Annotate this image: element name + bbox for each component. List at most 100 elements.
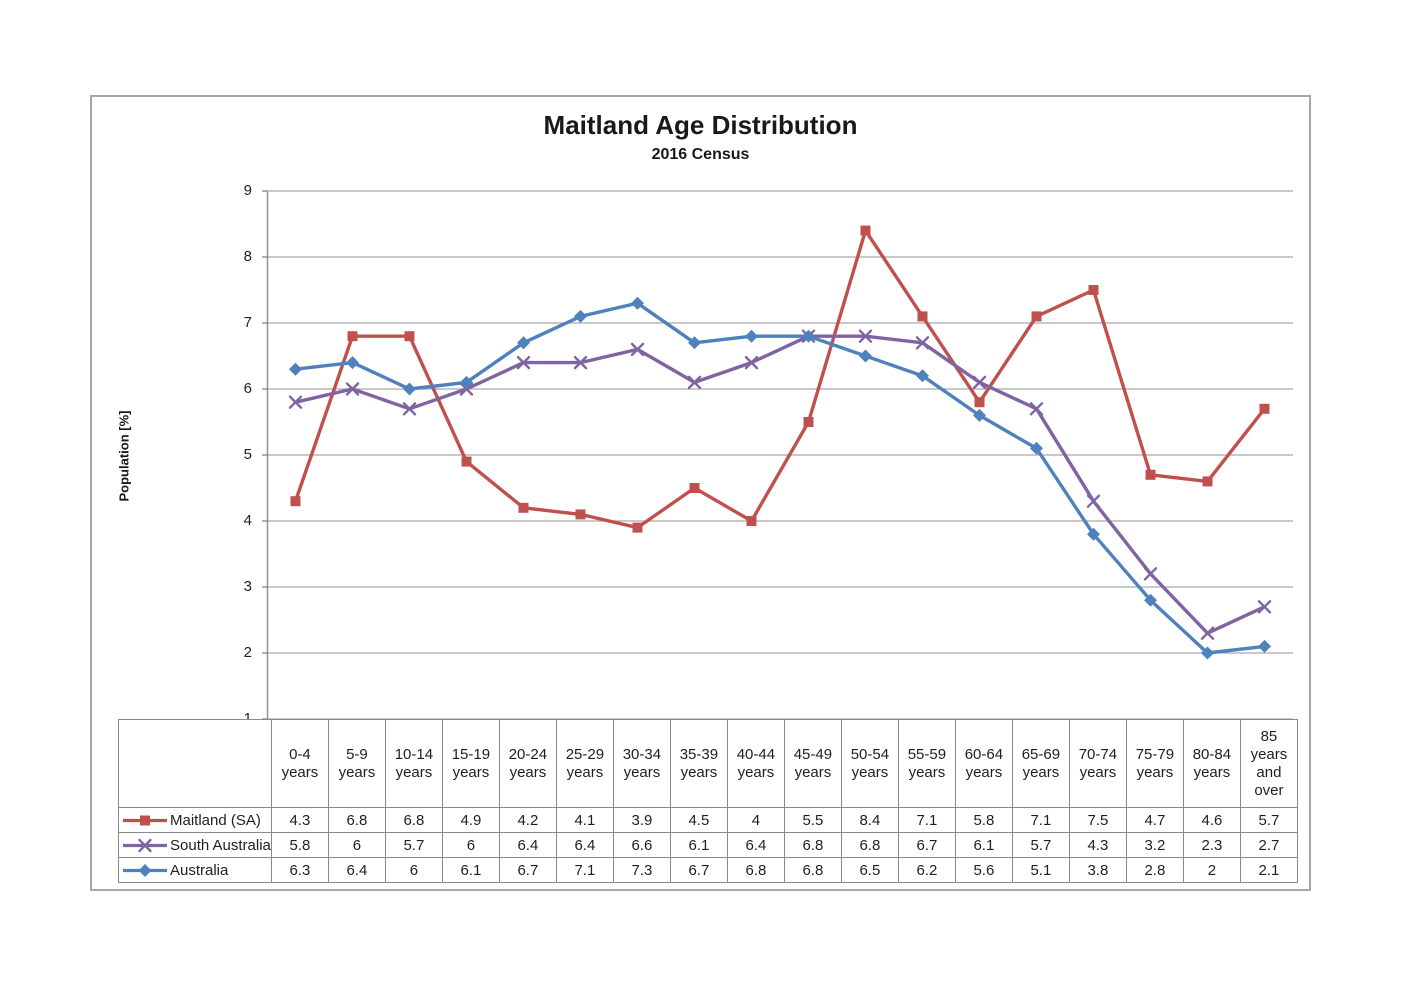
- value-cell: 4.9: [441, 807, 500, 833]
- legend-label: Australia: [170, 861, 229, 879]
- category-label-line: years: [1193, 763, 1231, 781]
- data-point-marker: [1144, 593, 1157, 607]
- value-cell: 6.7: [669, 857, 728, 883]
- data-point-marker: [138, 863, 152, 877]
- value-cell: 6: [327, 832, 386, 858]
- series-australia: [289, 296, 1271, 660]
- category-label-line: 55-59: [907, 745, 947, 763]
- value-cell: 6: [384, 857, 443, 883]
- category-header-cell: 60-64 years: [954, 719, 1013, 808]
- data-point-marker: [347, 331, 358, 342]
- data-table: 0-4 years 5-9 years 10-14 years 15-19 years 20-2…: [118, 719, 1298, 883]
- category-header-cell: 25-29 years: [555, 719, 614, 808]
- value-cell: 6.7: [498, 857, 557, 883]
- data-point-marker: [1030, 441, 1043, 455]
- table-corner-spacer: [118, 719, 272, 808]
- data-point-marker: [1087, 527, 1100, 541]
- category-header-cell: 10-14 years: [384, 719, 443, 808]
- data-point-marker: [404, 331, 415, 342]
- value-cell: 3.9: [612, 807, 671, 833]
- value-cell: 6.1: [954, 832, 1013, 858]
- value-cell: 4.3: [270, 807, 329, 833]
- value-cell: 2.3: [1182, 832, 1241, 858]
- data-point-marker: [1145, 469, 1156, 480]
- value-cell: 5.1: [1011, 857, 1070, 883]
- table-row-maitland-sa: Maitland (SA) 4.3 6.8 6.8 4.9 4.2 4.1 3.9 4.5 4 5.…: [118, 807, 1298, 833]
- category-label-line: years: [281, 763, 319, 781]
- series-line-maitland-sa: [293, 228, 1266, 530]
- legend-marker-australia-icon: [123, 863, 167, 877]
- chart-subtitle: 2016 Census: [651, 146, 750, 163]
- data-point-marker: [290, 496, 301, 507]
- category-header-cell: 55-59 years: [897, 719, 956, 808]
- category-label-line: 40-44: [736, 745, 776, 763]
- y-tick-label: 7: [243, 314, 252, 331]
- category-label-line: 0-4: [289, 745, 311, 763]
- data-point-marker: [402, 402, 417, 416]
- value-cell: 7.5: [1068, 807, 1127, 833]
- value-cell: 6.8: [327, 807, 386, 833]
- value-cell: 7.1: [555, 857, 614, 883]
- data-point-marker: [746, 516, 757, 526]
- data-point-marker: [858, 329, 873, 343]
- data-point-marker: [574, 309, 587, 323]
- value-cell: 5.7: [384, 832, 443, 858]
- category-label-line: years: [1136, 763, 1174, 781]
- value-cell: 7.3: [612, 857, 671, 883]
- data-point-marker: [915, 336, 930, 350]
- value-cell: 6.8: [783, 832, 842, 858]
- category-header-cell: 50-54 years: [840, 719, 899, 808]
- y-tick-label: 5: [243, 446, 252, 463]
- value-cell: 6.8: [726, 857, 785, 883]
- category-label-line: years: [566, 763, 604, 781]
- legend-label: South Australia: [170, 836, 271, 854]
- table-row-south-australia: South Australia 5.8 6 5.7 6 6.4 6.4 6.6 6.1 6.4 6.…: [118, 832, 1298, 858]
- data-point-marker: [745, 329, 758, 343]
- category-label-line: 10-14: [394, 745, 434, 763]
- category-label-line: 60-64: [964, 745, 1004, 763]
- value-cell: 4.5: [669, 807, 728, 833]
- category-header-cell: 15-19 years: [441, 719, 500, 808]
- value-cell: 5.6: [954, 857, 1013, 883]
- category-label-line: 50-54: [850, 745, 890, 763]
- series-maitland-sa: [290, 225, 1270, 533]
- category-header-cell: 80-84 years: [1182, 719, 1241, 808]
- value-cell: 2.8: [1125, 857, 1184, 883]
- data-point-marker: [1201, 646, 1214, 660]
- data-point-marker: [345, 382, 360, 396]
- value-cell: 6: [441, 832, 500, 858]
- data-point-marker: [916, 369, 929, 383]
- category-label-line: 25-29: [565, 745, 605, 763]
- value-cell: 5.8: [954, 807, 1013, 833]
- category-label-line: years: [395, 763, 433, 781]
- data-point-marker: [687, 375, 702, 390]
- category-label-line: years: [1022, 763, 1060, 781]
- category-label-line: years: [509, 763, 547, 781]
- data-point-marker: [631, 296, 644, 310]
- value-cell: 3.2: [1125, 832, 1184, 858]
- category-header-cell: 85 years and over: [1239, 719, 1298, 808]
- category-label-line: years: [908, 763, 946, 781]
- data-point-marker: [518, 502, 529, 513]
- y-tick-label: 2: [243, 644, 252, 661]
- value-cell: 6.5: [840, 857, 899, 883]
- category-header-cell: 0-4 years: [270, 719, 329, 808]
- series-line-south-australia: [295, 334, 1266, 635]
- category-label-line: over: [1254, 781, 1284, 799]
- data-point-marker: [1143, 567, 1158, 581]
- category-label-line: 75-79: [1135, 745, 1175, 763]
- data-point-marker: [403, 382, 416, 396]
- value-cell: 4.6: [1182, 807, 1241, 833]
- data-point-marker: [973, 408, 986, 422]
- data-point-marker: [459, 382, 474, 396]
- value-cell: 5.7: [1239, 807, 1298, 833]
- value-cell: 6.4: [555, 832, 614, 858]
- value-cell: 3.8: [1068, 857, 1127, 883]
- data-point-marker: [972, 375, 987, 390]
- value-cell: 6.8: [783, 857, 842, 883]
- data-point-marker: [1257, 600, 1272, 614]
- value-cell: 2: [1182, 857, 1241, 883]
- category-label-line: 80-84: [1192, 745, 1232, 763]
- value-cell: 6.8: [384, 807, 443, 833]
- data-point-marker: [138, 838, 152, 852]
